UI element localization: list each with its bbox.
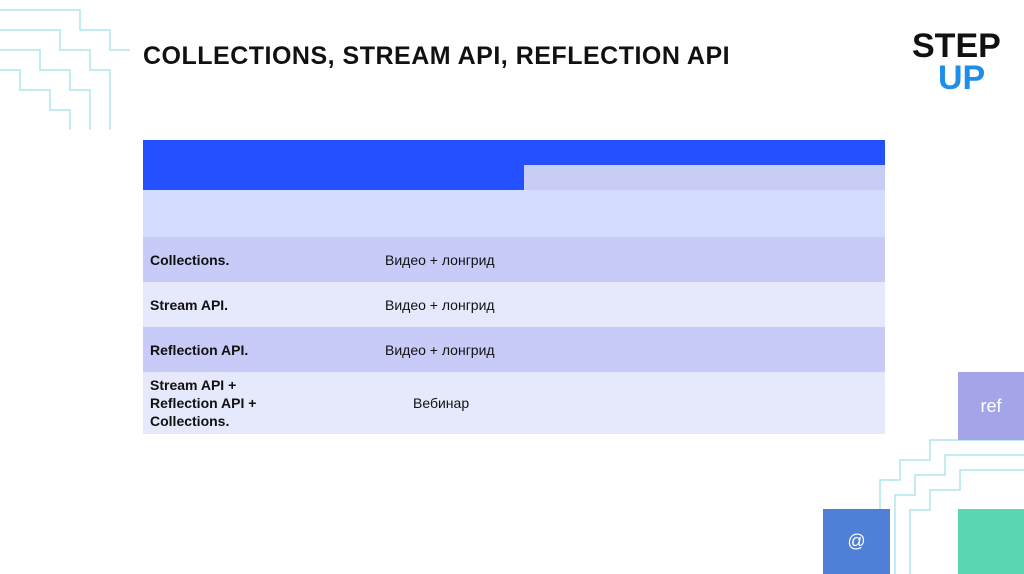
cell: Видео + лонгрид bbox=[385, 296, 495, 313]
title: COLLECTIONS, STREAM API, REFLECTION API bbox=[143, 42, 731, 70]
tile: @ bbox=[823, 509, 890, 574]
cell-line: Stream API. bbox=[150, 296, 229, 313]
logo: STEP UP bbox=[912, 27, 1001, 97]
cell: Stream API. bbox=[150, 296, 228, 314]
logo-line: STEP bbox=[912, 27, 1001, 65]
cell: Вебинар bbox=[413, 395, 470, 411]
cell: Видео + лонгрид bbox=[385, 251, 495, 268]
cell: Collections. bbox=[150, 251, 229, 269]
cell-line: Reflection API. bbox=[150, 341, 249, 358]
cell: Stream API + Reflection API + Collections. bbox=[150, 376, 256, 430]
cell: Reflection API. bbox=[150, 341, 248, 359]
tile: ref bbox=[958, 372, 1024, 440]
cell-line: Stream API + bbox=[150, 377, 237, 393]
logo-line: UP bbox=[938, 59, 986, 97]
cell-line: Collections. bbox=[150, 251, 230, 268]
cell: Видео + лонгрид bbox=[385, 341, 495, 358]
cell-line: Reflection API + bbox=[150, 395, 257, 411]
cell-line: Collections. bbox=[150, 413, 230, 429]
